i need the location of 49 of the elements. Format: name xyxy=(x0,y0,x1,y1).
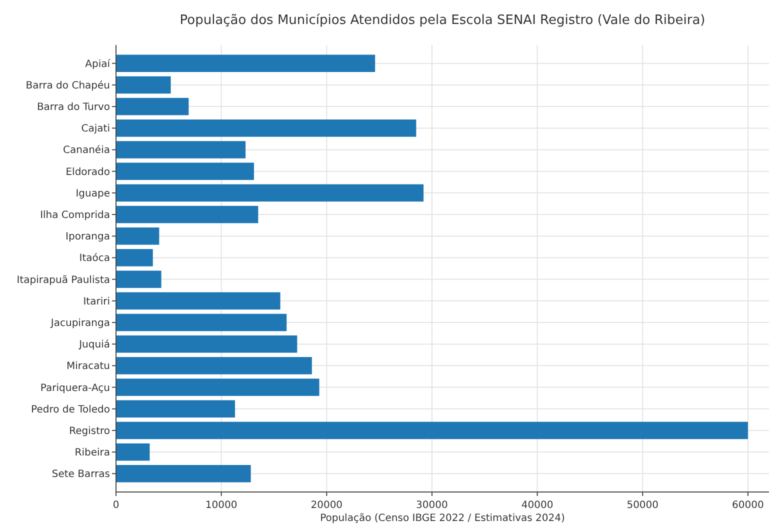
y-tick-label: Pariquera-Açu xyxy=(40,382,110,394)
y-tick-label: Barra do Chapéu xyxy=(26,80,110,92)
x-tick-label: 40000 xyxy=(521,500,554,511)
bar xyxy=(116,76,171,94)
bar xyxy=(116,162,254,180)
y-tick-label: Itariri xyxy=(83,296,110,308)
x-tick-label: 30000 xyxy=(416,500,448,511)
x-tick-label: 20000 xyxy=(310,500,343,511)
y-tick-label: Cananéia xyxy=(63,145,110,156)
bar xyxy=(116,422,748,440)
bar xyxy=(116,292,280,310)
y-tick-label: Ribeira xyxy=(74,448,110,459)
y-tick-label: Miracatu xyxy=(66,361,110,372)
y-tick-label: Cajati xyxy=(81,124,110,135)
y-tick-label: Itapirapuã Paulista xyxy=(16,274,110,286)
y-tick-label: Itaóca xyxy=(79,253,110,264)
bar xyxy=(116,465,251,482)
y-tick-label: Jacupiranga xyxy=(50,318,110,329)
y-tick-label: Apiaí xyxy=(85,58,112,70)
bar xyxy=(116,249,153,266)
y-tick-label: Pedro de Toledo xyxy=(31,404,110,416)
y-tick-label: Ilha Comprida xyxy=(40,210,110,222)
y-tick-label: Iguape xyxy=(76,188,110,200)
bar xyxy=(116,54,376,72)
bar xyxy=(116,141,246,158)
bar xyxy=(116,443,150,461)
y-tick-label: Eldorado xyxy=(66,166,110,178)
x-tick-label: 60000 xyxy=(732,500,764,511)
y-tick-label: Barra do Turvo xyxy=(36,102,110,114)
x-tick-label: 0 xyxy=(112,500,120,511)
bar xyxy=(116,184,424,202)
bar xyxy=(116,206,258,224)
bar xyxy=(116,335,298,353)
y-tick-label: Registro xyxy=(69,426,110,437)
y-tick-label: Sete Barras xyxy=(52,469,110,480)
x-axis-title: População (Censo IBGE 2022 / Estimativas 2024) xyxy=(320,513,566,524)
bar xyxy=(116,314,287,332)
x-tick-label: 50000 xyxy=(626,500,659,511)
bar xyxy=(116,357,312,374)
chart-title: População dos Municípios Atendidos pela Escola SENAI Registro (Vale do Ribeira) xyxy=(180,13,706,28)
bar xyxy=(116,400,236,418)
bar xyxy=(116,378,320,396)
y-tick-label: Juquiá xyxy=(78,340,110,351)
bar xyxy=(116,270,162,288)
bar xyxy=(116,98,189,116)
y-tick-label: Iporanga xyxy=(66,232,110,243)
bar xyxy=(116,120,416,137)
x-tick-label: 10000 xyxy=(205,500,238,511)
bar xyxy=(116,227,160,245)
